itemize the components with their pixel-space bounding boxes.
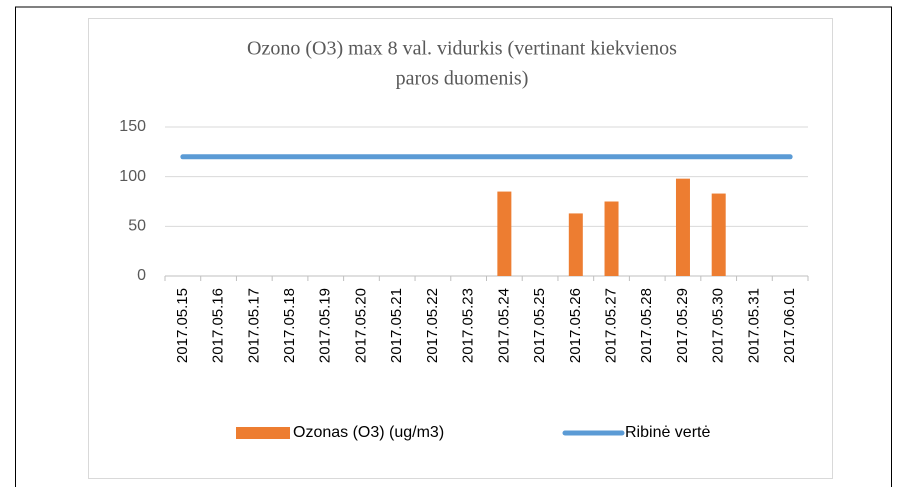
x-tick-label: 2017.05.16 <box>210 288 227 363</box>
y-tick-label: 50 <box>128 218 146 235</box>
legend-swatch <box>236 427 290 439</box>
bar <box>675 178 690 276</box>
x-tick-label: 2017.05.20 <box>352 288 369 363</box>
x-tick-label: 2017.05.19 <box>317 288 334 363</box>
x-tick-label: 2017.05.22 <box>424 288 441 363</box>
x-tick-label: 2017.06.01 <box>781 288 798 363</box>
y-tick-label: 0 <box>137 267 146 284</box>
x-tick-label: 2017.05.21 <box>388 288 405 363</box>
bar <box>711 193 726 276</box>
bar <box>568 213 583 276</box>
x-tick-label: 2017.05.30 <box>710 288 727 363</box>
x-tick-label: 2017.05.17 <box>245 288 262 363</box>
y-tick-label: 150 <box>119 118 146 135</box>
x-tick-label: 2017.05.26 <box>567 288 584 363</box>
x-tick-label: 2017.05.15 <box>174 288 191 363</box>
x-tick-label: 2017.05.29 <box>674 288 691 363</box>
x-tick-label: 2017.05.28 <box>638 288 655 363</box>
chart-area <box>88 18 833 479</box>
bar <box>497 191 512 276</box>
x-tick-label: 2017.05.27 <box>602 288 619 363</box>
chart-title: Ozono (O3) max 8 val. vidurkis (vertinan… <box>247 38 677 60</box>
y-tick-label: 100 <box>119 168 146 185</box>
x-tick-label: 2017.05.31 <box>745 288 762 363</box>
x-tick-label: 2017.05.24 <box>495 288 512 363</box>
x-tick-label: 2017.05.25 <box>531 288 548 363</box>
chart-title: paros duomenis) <box>396 68 529 90</box>
legend-label: Ozonas (O3) (ug/m3) <box>293 424 444 441</box>
bar <box>604 201 619 276</box>
x-tick-label: 2017.05.18 <box>281 288 298 363</box>
legend-label: Ribinė vertė <box>625 424 710 441</box>
x-tick-label: 2017.05.23 <box>460 288 477 363</box>
